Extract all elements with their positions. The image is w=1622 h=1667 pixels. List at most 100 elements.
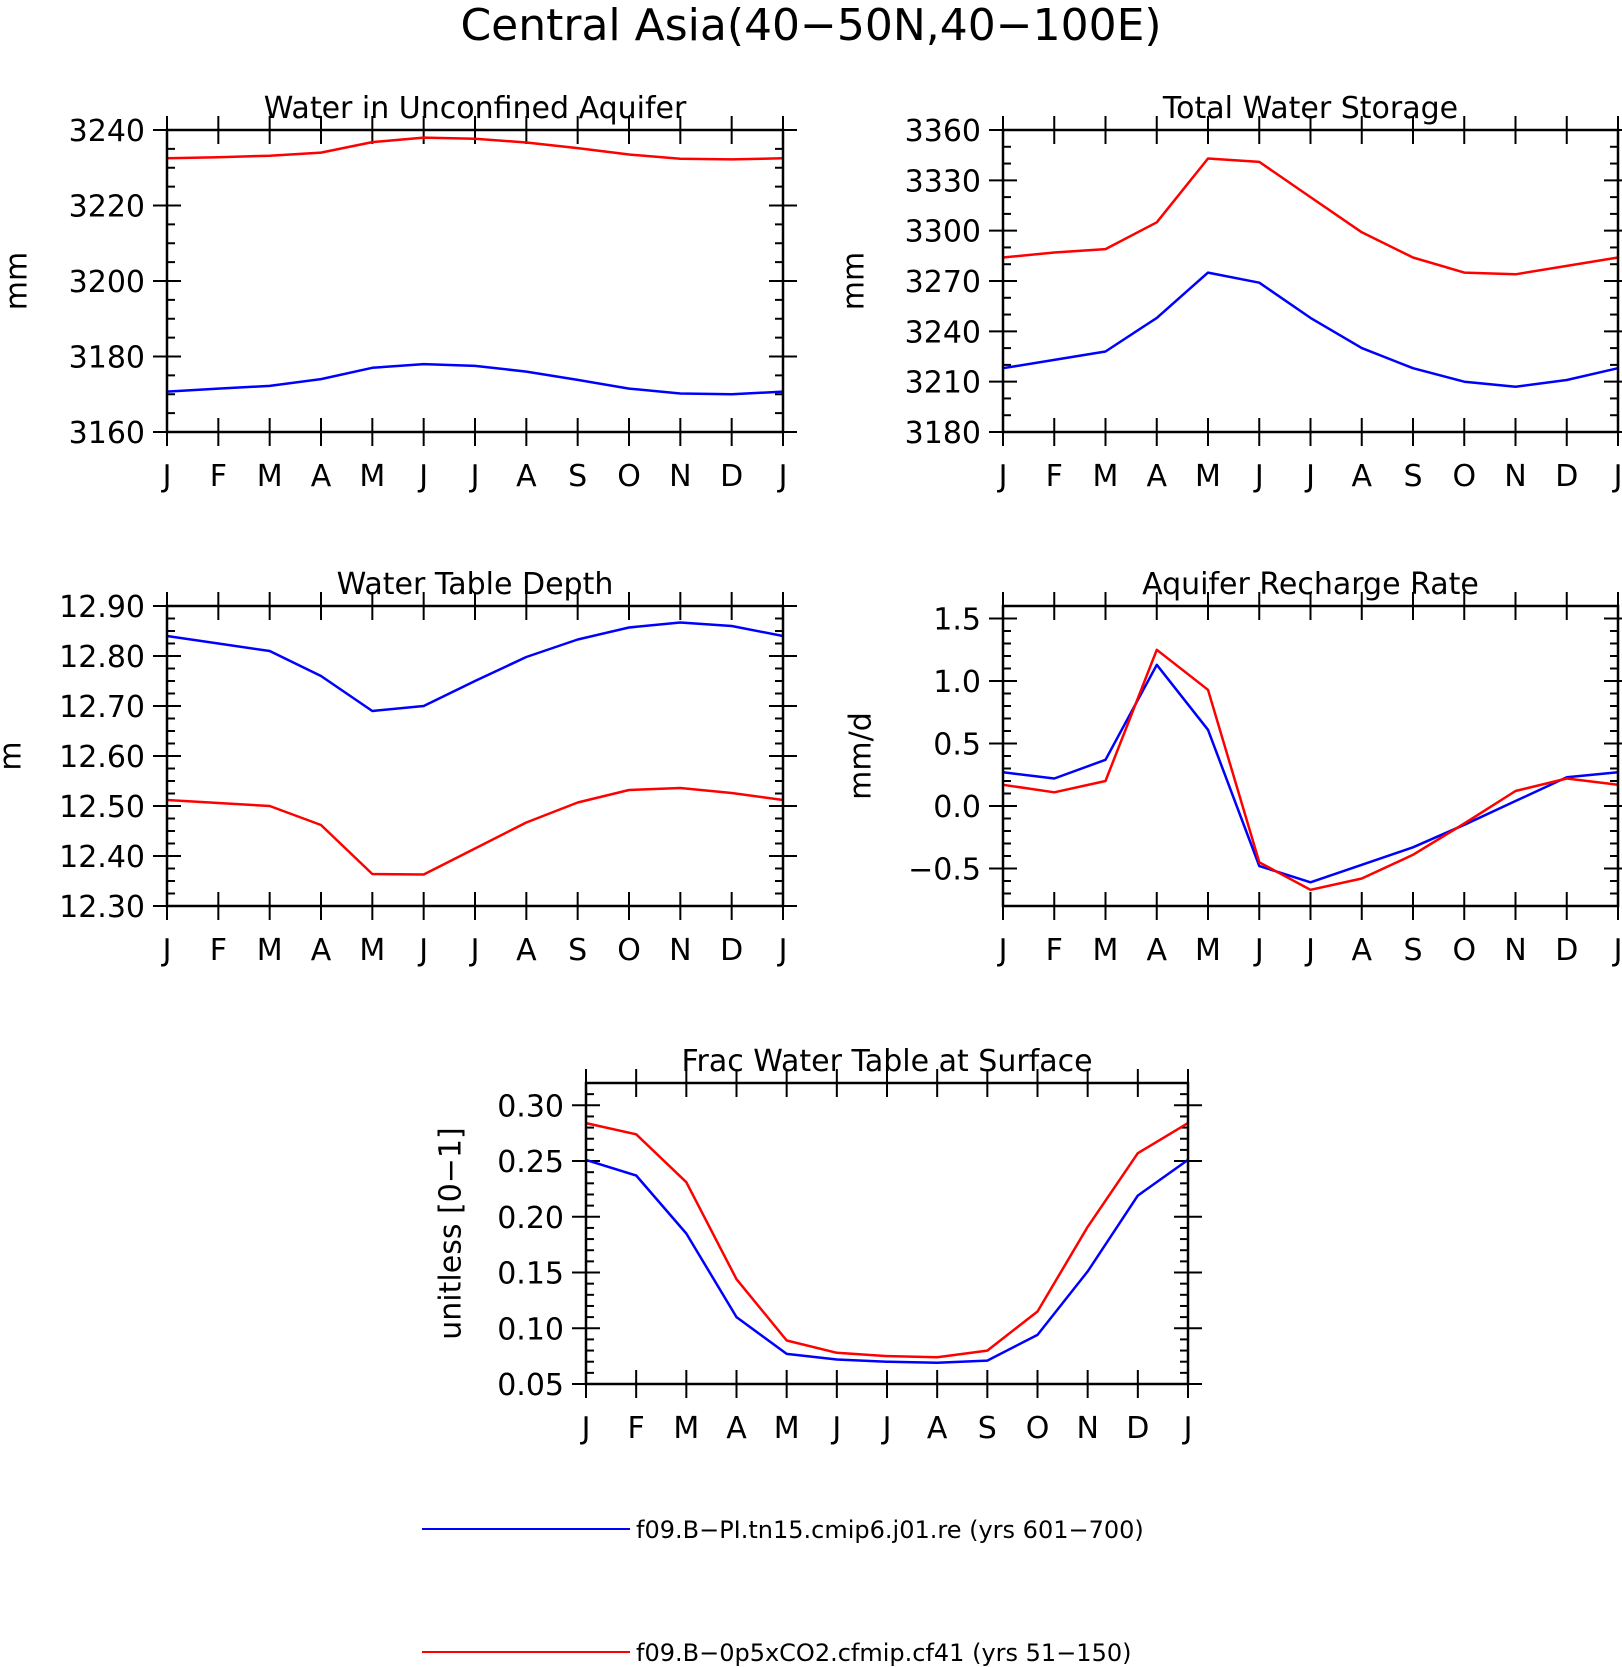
- water-in-unconfined-aquifer-xtick-label: A: [311, 459, 332, 494]
- total-water-storage-xtick-label: O: [1452, 459, 1476, 494]
- total-water-storage-xtick-label: M: [1093, 459, 1119, 494]
- frac-water-table-at-surface-frame: [584, 1081, 1190, 1386]
- total-water-storage-ytick-label: 3360: [905, 114, 981, 149]
- water-in-unconfined-aquifer-xtick-label: S: [568, 459, 587, 494]
- water-table-depth-xtick-label: F: [210, 933, 227, 968]
- water-table-depth-series-co2: [166, 786, 784, 876]
- water-in-unconfined-aquifer-xtick-label: J: [417, 459, 428, 494]
- aquifer-recharge-rate-frame: [1001, 604, 1620, 908]
- frac-water-table-at-surface-ytick-label: 0.25: [497, 1145, 564, 1180]
- frac-water-table-at-surface-xtick-label: F: [628, 1411, 645, 1446]
- frac-water-table-at-surface-xtick-label: J: [830, 1411, 841, 1446]
- water-table-depth-ytick-label: 12.90: [59, 590, 145, 625]
- water-in-unconfined-aquifer-xtick-label: F: [210, 459, 227, 494]
- water-table-depth-ytick-label: 12.40: [59, 840, 145, 875]
- water-in-unconfined-aquifer-ytick-label: 3160: [69, 416, 145, 451]
- water-table-depth-ytick-label: 12.50: [59, 790, 145, 825]
- frac-water-table-at-surface-ytick-label: 0.15: [497, 1257, 564, 1292]
- water-table-depth-xtick-label: J: [777, 933, 788, 968]
- total-water-storage-ylabel: mm: [837, 252, 872, 310]
- aquifer-recharge-rate-xtick-label: D: [1555, 933, 1578, 968]
- water-table-depth-xtick-label: M: [257, 933, 283, 968]
- aquifer-recharge-rate-series-co2: [1002, 648, 1619, 892]
- water-in-unconfined-aquifer-frame: [165, 128, 785, 434]
- aquifer-recharge-rate-xtick-label: O: [1452, 933, 1476, 968]
- frac-water-table-at-surface-ytick-label: 0.30: [497, 1089, 564, 1124]
- panel-total-water-storage: Total Water Storagemm3180321032403270330…: [837, 91, 1622, 494]
- water-table-depth-xtick-label: O: [617, 933, 641, 968]
- frac-water-table-at-surface-xtick-label: J: [881, 1411, 892, 1446]
- aquifer-recharge-rate-ytick-label: −0.5: [908, 853, 981, 888]
- water-in-unconfined-aquifer-xtick-label: J: [161, 459, 172, 494]
- water-table-depth-xtick-label: J: [161, 933, 172, 968]
- panel-water-in-unconfined-aquifer: Water in Unconfined Aquifermm31603180320…: [0, 91, 797, 494]
- aquifer-recharge-rate-ytick-label: 0.0: [933, 790, 981, 825]
- aquifer-recharge-rate-xtick-label: J: [1253, 933, 1264, 968]
- water-table-depth-xtick-label: M: [359, 933, 385, 968]
- frac-water-table-at-surface-xtick-label: O: [1026, 1411, 1050, 1446]
- water-table-depth-ytick-label: 12.60: [59, 740, 145, 775]
- total-water-storage-xtick-label: J: [1253, 459, 1264, 494]
- aquifer-recharge-rate-xtick-label: N: [1504, 933, 1526, 968]
- total-water-storage-xtick-label: A: [1351, 459, 1372, 494]
- aquifer-recharge-rate-ytick-label: 1.0: [933, 665, 981, 700]
- water-table-depth-ytick-label: 12.30: [59, 890, 145, 925]
- water-in-unconfined-aquifer-xtick-label: M: [359, 459, 385, 494]
- water-in-unconfined-aquifer-xtick-label: A: [516, 459, 537, 494]
- frac-water-table-at-surface-xtick-label: A: [726, 1411, 747, 1446]
- total-water-storage-xtick-label: S: [1403, 459, 1422, 494]
- panel-water-table-depth: Water Table Depthm12.3012.4012.5012.6012…: [0, 567, 797, 968]
- frac-water-table-at-surface-series-co2: [585, 1121, 1189, 1359]
- aquifer-recharge-rate-xtick-label: A: [1146, 933, 1167, 968]
- aquifer-recharge-rate-xtick-label: M: [1093, 933, 1119, 968]
- total-water-storage-ytick-label: 3180: [905, 416, 981, 451]
- frac-water-table-at-surface-xtick-label: J: [1182, 1411, 1193, 1446]
- legend: f09.B−PI.tn15.cmip6.j01.re (yrs 601−700)…: [422, 1516, 1144, 1667]
- frac-water-table-at-surface-xtick-label: J: [580, 1411, 591, 1446]
- legend-label-co2: f09.B−0p5xCO2.cfmip.cf41 (yrs 51−150): [636, 1639, 1131, 1667]
- aquifer-recharge-rate-xtick-label: J: [997, 933, 1008, 968]
- water-in-unconfined-aquifer-xtick-label: J: [469, 459, 480, 494]
- water-table-depth-ytick-label: 12.70: [59, 690, 145, 725]
- water-table-depth-xtick-label: J: [417, 933, 428, 968]
- water-in-unconfined-aquifer-xtick-label: O: [617, 459, 641, 494]
- aquifer-recharge-rate-xtick-label: J: [1612, 933, 1622, 968]
- total-water-storage-xtick-label: A: [1146, 459, 1167, 494]
- water-in-unconfined-aquifer-ytick-label: 3180: [69, 341, 145, 376]
- total-water-storage-series-pi: [1002, 271, 1619, 388]
- aquifer-recharge-rate-xtick-label: S: [1403, 933, 1422, 968]
- total-water-storage-ytick-label: 3210: [905, 366, 981, 401]
- frac-water-table-at-surface-series-pi: [585, 1158, 1189, 1365]
- aquifer-recharge-rate-xtick-label: J: [1304, 933, 1315, 968]
- frac-water-table-at-surface-xtick-label: N: [1076, 1411, 1098, 1446]
- total-water-storage-frame: [1001, 128, 1620, 434]
- aquifer-recharge-rate-ytick-label: 0.5: [933, 728, 981, 763]
- total-water-storage-xtick-label: F: [1046, 459, 1063, 494]
- aquifer-recharge-rate-ytick-label: 1.5: [933, 603, 981, 638]
- frac-water-table-at-surface-ylabel: unitless [0−1]: [434, 1127, 469, 1339]
- total-water-storage-xtick-label: J: [1612, 459, 1622, 494]
- water-in-unconfined-aquifer-series-co2: [166, 136, 784, 161]
- total-water-storage-series-co2: [1002, 157, 1619, 276]
- frac-water-table-at-surface-xtick-label: M: [673, 1411, 699, 1446]
- total-water-storage-xtick-label: M: [1195, 459, 1221, 494]
- aquifer-recharge-rate-series-pi: [1002, 663, 1619, 884]
- water-table-depth-ytick-label: 12.80: [59, 640, 145, 675]
- water-in-unconfined-aquifer-ytick-label: 3200: [69, 265, 145, 300]
- total-water-storage-ytick-label: 3330: [905, 164, 981, 199]
- water-table-depth-frame: [165, 604, 785, 908]
- legend-label-pi: f09.B−PI.tn15.cmip6.j01.re (yrs 601−700): [636, 1516, 1144, 1544]
- total-water-storage-xtick-label: J: [997, 459, 1008, 494]
- frac-water-table-at-surface-ytick-label: 0.10: [497, 1312, 564, 1347]
- water-in-unconfined-aquifer-ytick-label: 3220: [69, 190, 145, 225]
- frac-water-table-at-surface-xtick-label: A: [927, 1411, 948, 1446]
- panel-aquifer-recharge-rate: Aquifer Recharge Ratemm/d−0.50.00.51.01.…: [844, 567, 1622, 968]
- water-table-depth-xtick-label: A: [311, 933, 332, 968]
- frac-water-table-at-surface-xtick-label: D: [1126, 1411, 1149, 1446]
- frac-water-table-at-surface-xtick-label: S: [978, 1411, 997, 1446]
- figure-title: Central Asia(40−50N,40−100E): [460, 0, 1161, 51]
- aquifer-recharge-rate-ylabel: mm/d: [844, 712, 879, 800]
- total-water-storage-ytick-label: 3240: [905, 315, 981, 350]
- aquifer-recharge-rate-xtick-label: A: [1351, 933, 1372, 968]
